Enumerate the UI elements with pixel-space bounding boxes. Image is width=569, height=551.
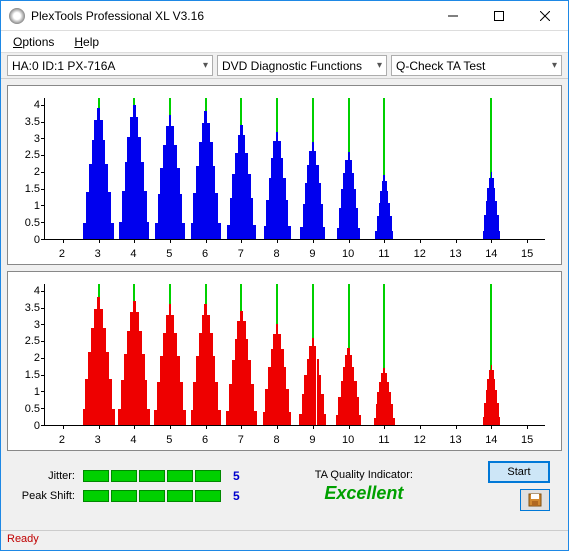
chart-bottom: 00.511.522.533.5423456789101112131415 bbox=[14, 278, 551, 448]
main-panel: 00.511.522.533.5423456789101112131415 00… bbox=[1, 79, 568, 530]
close-button[interactable] bbox=[522, 1, 568, 30]
status-bar: Ready bbox=[1, 530, 568, 550]
floppy-icon bbox=[528, 493, 542, 507]
test-select[interactable]: Q-Check TA Test ▾ bbox=[391, 55, 562, 76]
peak-bars bbox=[83, 490, 221, 502]
chevron-down-icon: ▾ bbox=[203, 60, 208, 71]
menu-options[interactable]: Options bbox=[7, 33, 60, 51]
start-button[interactable]: Start bbox=[488, 461, 550, 483]
peak-row: Peak Shift: 5 bbox=[19, 489, 240, 503]
window-controls bbox=[430, 1, 568, 30]
quality-indicator: TA Quality Indicator: Excellent bbox=[258, 469, 470, 504]
jitter-label: Jitter: bbox=[19, 470, 75, 482]
bottom-panel: Jitter: 5 Peak Shift: 5 TA Quality Indic… bbox=[7, 457, 562, 517]
device-select-value: HA:0 ID:1 PX-716A bbox=[12, 59, 115, 73]
chart-bottom-box: 00.511.522.533.5423456789101112131415 bbox=[7, 271, 562, 451]
device-select[interactable]: HA:0 ID:1 PX-716A ▾ bbox=[7, 55, 213, 76]
jitter-row: Jitter: 5 bbox=[19, 469, 240, 483]
peak-value: 5 bbox=[233, 489, 240, 503]
chart-top-box: 00.511.522.533.5423456789101112131415 bbox=[7, 85, 562, 265]
save-icon-button[interactable] bbox=[520, 489, 550, 511]
quality-value: Excellent bbox=[258, 483, 470, 504]
jitter-value: 5 bbox=[233, 469, 240, 483]
minimize-button[interactable] bbox=[430, 1, 476, 30]
menubar: Options Help bbox=[1, 31, 568, 53]
toolbar: HA:0 ID:1 PX-716A ▾ DVD Diagnostic Funct… bbox=[1, 53, 568, 79]
button-column: Start bbox=[488, 461, 550, 511]
mode-select[interactable]: DVD Diagnostic Functions ▾ bbox=[217, 55, 387, 76]
chevron-down-icon: ▾ bbox=[552, 60, 557, 71]
metrics: Jitter: 5 Peak Shift: 5 bbox=[19, 469, 240, 503]
chart-top: 00.511.522.533.5423456789101112131415 bbox=[14, 92, 551, 262]
maximize-button[interactable] bbox=[476, 1, 522, 30]
quality-label: TA Quality Indicator: bbox=[258, 469, 470, 481]
window-title: PlexTools Professional XL V3.16 bbox=[31, 9, 430, 23]
jitter-bars bbox=[83, 470, 221, 482]
chevron-down-icon: ▾ bbox=[377, 60, 382, 71]
peak-label: Peak Shift: bbox=[19, 490, 75, 502]
menu-help[interactable]: Help bbox=[68, 33, 105, 51]
titlebar: PlexTools Professional XL V3.16 bbox=[1, 1, 568, 31]
test-select-value: Q-Check TA Test bbox=[396, 59, 485, 73]
app-icon bbox=[9, 8, 25, 24]
mode-select-value: DVD Diagnostic Functions bbox=[222, 59, 362, 73]
